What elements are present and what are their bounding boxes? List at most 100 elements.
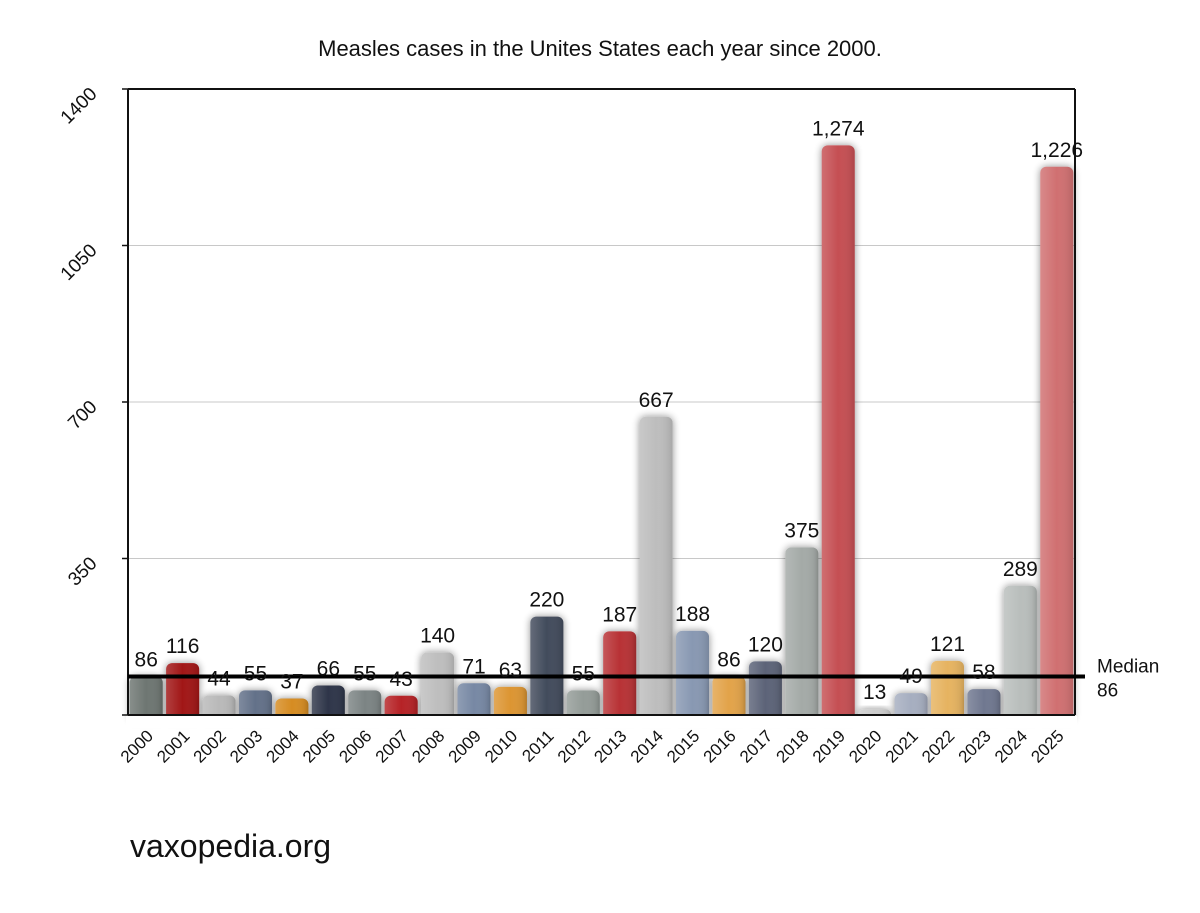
- x-tick-label: 2008: [408, 726, 448, 766]
- x-tick-label: 2003: [226, 726, 266, 766]
- bar-shine: [238, 690, 272, 721]
- y-tick-label: 1050: [57, 240, 102, 285]
- x-tick-label: 2000: [117, 726, 157, 766]
- bar-2014: [639, 416, 673, 721]
- value-label: 49: [899, 665, 922, 688]
- x-tick-label: 2016: [700, 726, 740, 766]
- value-label: 71: [462, 655, 485, 678]
- x-tick-label: 2001: [153, 726, 193, 766]
- bar-shine: [821, 145, 855, 722]
- bar-2022: [931, 660, 965, 721]
- bar-shine: [493, 686, 527, 721]
- bar-shine: [785, 547, 819, 721]
- bar-shine: [1040, 166, 1074, 721]
- bar-2008: [421, 652, 455, 721]
- bar-2018: [785, 547, 819, 721]
- value-label: 63: [499, 659, 522, 682]
- bar-2017: [748, 661, 782, 721]
- bars: [129, 145, 1074, 722]
- bar-2005: [311, 685, 345, 721]
- value-label: 116: [166, 635, 199, 658]
- bar-2023: [967, 689, 1001, 721]
- site-credit: vaxopedia.org: [130, 828, 332, 864]
- x-tick-label: 2024: [991, 726, 1031, 766]
- x-tick-label: 2018: [772, 726, 812, 766]
- value-label: 220: [529, 589, 564, 612]
- value-label: 121: [930, 633, 965, 656]
- bar-shine: [566, 690, 600, 721]
- x-tick-label: 2020: [845, 726, 885, 766]
- chart-title: Measles cases in the Unites States each …: [318, 36, 882, 61]
- bar-2003: [238, 690, 272, 721]
- bar-shine: [129, 676, 163, 721]
- bar-2009: [457, 683, 491, 721]
- value-label: 55: [244, 662, 267, 685]
- value-label: 66: [317, 657, 340, 680]
- x-tick-label: 2002: [190, 726, 230, 766]
- y-tick-label: 350: [64, 553, 101, 590]
- gridlines: [128, 245, 1075, 559]
- value-label: 44: [207, 667, 231, 690]
- value-label: 1,226: [1031, 139, 1084, 162]
- value-label: 140: [420, 624, 455, 647]
- median-label: Median: [1097, 657, 1159, 678]
- value-label: 187: [602, 603, 637, 626]
- value-label: 289: [1003, 558, 1038, 581]
- value-label: 86: [135, 649, 158, 672]
- bar-shine: [1003, 585, 1037, 721]
- bar-shine: [967, 689, 1001, 721]
- value-label: 120: [748, 633, 783, 656]
- x-tick-label: 2023: [955, 726, 995, 766]
- x-tick-label: 2021: [882, 726, 922, 766]
- bar-2000: [129, 676, 163, 721]
- axis-mask: [126, 716, 1077, 728]
- bar-shine: [530, 616, 564, 721]
- y-tick-label: 1400: [57, 84, 102, 129]
- median-value: 86: [1097, 681, 1118, 702]
- bar-2001: [166, 663, 200, 721]
- bar-shine: [348, 690, 382, 721]
- bar-2012: [566, 690, 600, 721]
- x-tick-label: 2015: [663, 726, 703, 766]
- bar-2006: [348, 690, 382, 721]
- value-label: 55: [572, 662, 595, 685]
- bar-shine: [931, 660, 965, 721]
- median-line-group: Median 86: [128, 657, 1159, 702]
- value-label: 188: [675, 603, 710, 626]
- value-label: 375: [784, 519, 819, 542]
- value-label: 86: [717, 649, 740, 672]
- bar-shine: [166, 663, 200, 721]
- value-label: 55: [353, 662, 376, 685]
- bar-shine: [712, 676, 746, 721]
- x-tick-label: 2017: [736, 726, 776, 766]
- value-label: 43: [389, 668, 412, 691]
- bar-shine: [748, 661, 782, 721]
- x-tick-label: 2011: [518, 726, 557, 765]
- x-tick-label: 2005: [299, 726, 339, 766]
- bar-2025: [1040, 166, 1074, 721]
- x-tick-label: 2006: [335, 726, 375, 766]
- value-label: 667: [639, 389, 674, 412]
- x-tick-label: 2014: [627, 726, 667, 766]
- x-tick-label: 2004: [263, 726, 303, 766]
- bar-shine: [639, 416, 673, 721]
- bar-shine: [311, 685, 345, 721]
- bar-shine: [421, 652, 455, 721]
- x-tick-label: 2022: [918, 726, 958, 766]
- x-tick-label: 2010: [481, 726, 521, 766]
- x-tick-label: 2009: [445, 726, 485, 766]
- x-tick-label: 2012: [554, 726, 594, 766]
- bar-shine: [457, 683, 491, 721]
- bar-2010: [493, 686, 527, 721]
- bar-2024: [1003, 585, 1037, 721]
- x-tick-label: 2007: [372, 726, 412, 766]
- value-label: 1,274: [812, 117, 865, 140]
- y-axis: 350 700 1050 1400: [57, 84, 128, 716]
- bar-2011: [530, 616, 564, 721]
- value-label: 58: [972, 661, 995, 684]
- bar-2019: [821, 145, 855, 722]
- value-labels: 86 116 44 55 37 66 55 43 140 71 63 220 55 187 667 188 86…: [135, 117, 1084, 704]
- x-tick-label: 2025: [1027, 726, 1067, 766]
- value-label: 13: [863, 681, 886, 704]
